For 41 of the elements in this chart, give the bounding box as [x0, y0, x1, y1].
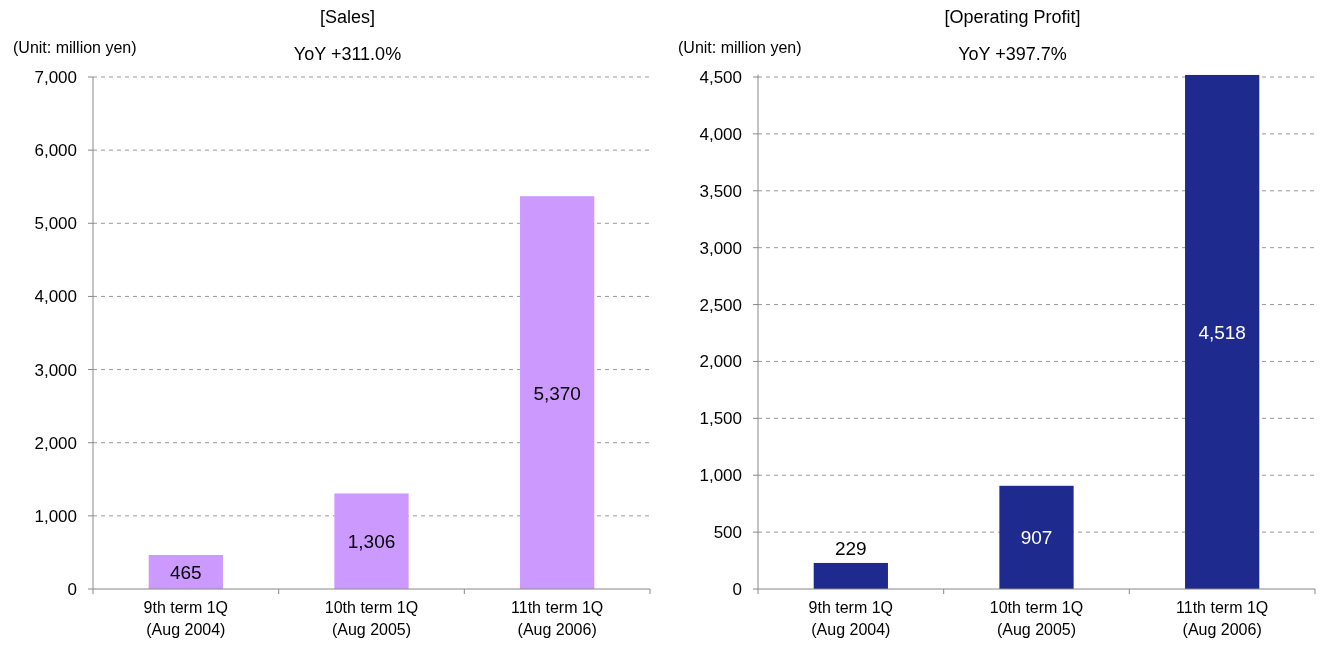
y-tick-label: 7,000 — [34, 68, 77, 87]
bar — [1185, 74, 1260, 589]
y-tick-label: 500 — [713, 523, 742, 543]
x-tick-label: 9th term 1Q (Aug 2004) — [143, 599, 229, 638]
y-tick-label: 3,000 — [34, 360, 77, 380]
data-label: 229 — [834, 537, 867, 559]
x-tick-label: 10th term 1Q (Aug 2005) — [324, 599, 419, 638]
text: YoY +311.0% — [293, 44, 402, 64]
y-tick-label: 1,000 — [34, 506, 77, 526]
y-axis-title: (Unit: million yen) — [13, 39, 137, 56]
data-label: 5,370 — [533, 382, 581, 404]
y-tick-label: 4,500 — [699, 68, 742, 87]
y-tick-label: 0 — [67, 580, 77, 599]
y-axis-title: (Unit: million yen) — [678, 39, 802, 56]
y-tick-label: 2,000 — [699, 352, 742, 372]
y-tick-label: 1,000 — [699, 466, 742, 486]
x-tick-label: 10th term 1Q (Aug 2005) — [989, 599, 1084, 638]
y-tick-label: 5,000 — [34, 214, 77, 234]
y-tick-label: 6,000 — [34, 141, 77, 161]
text: YoY +397.7% — [958, 44, 1067, 64]
y-tick-label: 4,000 — [699, 124, 742, 144]
bar — [520, 196, 595, 589]
x-tick-label: 11th term 1Q (Aug 2006) — [511, 599, 604, 638]
x-tick-label: 11th term 1Q (Aug 2006) — [1176, 599, 1269, 638]
y-tick-label: 4,000 — [34, 287, 77, 307]
y-tick-label: 3,000 — [699, 238, 742, 258]
y-tick-label: 3,500 — [699, 181, 742, 201]
data-label: 465 — [169, 561, 202, 583]
y-tick-label: 2,500 — [699, 295, 742, 315]
y-tick-label: 0 — [732, 580, 742, 599]
x-tick-label: 9th term 1Q (Aug 2004) — [808, 599, 894, 638]
bar — [813, 562, 888, 589]
data-label: 1,306 — [347, 531, 396, 553]
y-tick-label: 1,500 — [699, 409, 742, 429]
chart-title: [Operating Profit] — [944, 7, 1081, 27]
data-label: 4,518 — [1198, 321, 1246, 343]
bar — [999, 485, 1074, 589]
y-tick-label: 2,000 — [34, 433, 77, 453]
data-label: 907 — [1020, 527, 1053, 549]
bar — [334, 493, 409, 589]
chart-title: [Sales] — [319, 7, 376, 27]
